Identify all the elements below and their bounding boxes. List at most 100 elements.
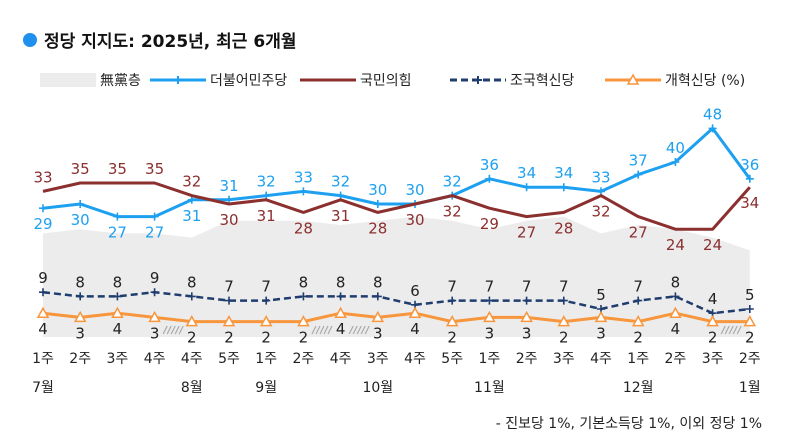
data-label: 37 bbox=[629, 152, 648, 170]
data-point bbox=[36, 306, 50, 318]
break-slash bbox=[327, 325, 333, 335]
data-label: 32 bbox=[443, 173, 462, 191]
data-label: 34 bbox=[740, 194, 759, 212]
data-label: 28 bbox=[294, 219, 313, 237]
triangle-marker-icon bbox=[626, 73, 640, 85]
data-point bbox=[559, 296, 568, 305]
data-label: 4 bbox=[113, 320, 123, 338]
data-label: 3 bbox=[373, 324, 383, 342]
data-point bbox=[259, 315, 273, 327]
data-point bbox=[594, 310, 608, 323]
data-label: 27 bbox=[145, 224, 164, 242]
data-label: 2 bbox=[559, 329, 569, 347]
data-label: 8 bbox=[299, 273, 309, 291]
data-label: 7 bbox=[485, 278, 495, 296]
data-label: 2 bbox=[745, 329, 755, 347]
data-label: 8 bbox=[336, 273, 346, 291]
data-label: 8 bbox=[113, 273, 123, 291]
break-slash bbox=[360, 325, 366, 335]
data-point bbox=[150, 288, 159, 297]
data-label: 36 bbox=[480, 156, 499, 174]
x-tick-label: 5주 bbox=[441, 351, 463, 367]
data-label: 33 bbox=[33, 168, 52, 186]
data-label: 4 bbox=[336, 320, 346, 338]
data-label: 27 bbox=[629, 224, 648, 242]
data-label: 30 bbox=[405, 181, 424, 199]
data-point bbox=[597, 187, 605, 196]
month-label: 11월 bbox=[474, 380, 505, 396]
data-label: 3 bbox=[522, 324, 532, 342]
data-label: 4 bbox=[671, 320, 681, 338]
break-slash bbox=[178, 325, 184, 335]
legend-label: 조국혁신당 bbox=[510, 73, 575, 89]
data-label: 3 bbox=[596, 324, 606, 342]
data-point bbox=[336, 191, 345, 200]
data-label: 7 bbox=[559, 278, 569, 296]
data-label: 32 bbox=[257, 173, 276, 191]
data-label: 28 bbox=[554, 219, 573, 237]
data-point bbox=[671, 158, 680, 166]
legend-item: 개혁신당 (%) bbox=[605, 73, 745, 89]
x-tick-label: 4주 bbox=[144, 351, 166, 367]
legend-label: 개혁신당 (%) bbox=[665, 73, 745, 89]
x-tick-label: 2주 bbox=[69, 351, 91, 367]
data-label: 24 bbox=[703, 236, 722, 254]
data-label: 7 bbox=[224, 278, 234, 296]
data-point bbox=[448, 296, 457, 305]
data-label: 35 bbox=[108, 160, 127, 178]
x-tick-label: 1주 bbox=[255, 351, 277, 367]
break-slash bbox=[311, 325, 317, 335]
data-point bbox=[745, 174, 754, 183]
break-slash bbox=[736, 325, 742, 335]
break-slash bbox=[356, 325, 362, 335]
data-label: 8 bbox=[671, 273, 681, 291]
data-label: 31 bbox=[331, 207, 350, 225]
x-tick-label: 3주 bbox=[367, 351, 389, 367]
data-point bbox=[708, 124, 717, 133]
x-tick-label: 3주 bbox=[553, 351, 575, 367]
break-slash bbox=[323, 325, 329, 335]
month-label: 8월 bbox=[181, 380, 203, 396]
break-slash bbox=[166, 325, 172, 335]
data-point bbox=[76, 200, 85, 208]
break-slash bbox=[352, 325, 358, 335]
break-slash bbox=[174, 325, 180, 335]
data-label: 32 bbox=[182, 173, 201, 191]
data-point bbox=[485, 174, 494, 183]
series-2: 33 35 35 35 32 30 31 28 31 28 30 32 29 27 28 32 27 24 24 34 bbox=[33, 160, 759, 254]
legend: 無黨층 더불어민주당 국민의힘 조국혁신당 개혁신당 (%) bbox=[40, 73, 745, 89]
data-label: 9 bbox=[150, 269, 160, 287]
data-point bbox=[671, 292, 680, 301]
data-label: 5 bbox=[745, 286, 755, 304]
data-label: 2 bbox=[187, 329, 197, 347]
data-point bbox=[634, 296, 643, 305]
break-slash bbox=[720, 325, 726, 335]
x-tick-label: 2주 bbox=[665, 351, 687, 367]
series-line bbox=[42, 181, 751, 231]
data-label: 31 bbox=[219, 177, 238, 195]
data-label: 8 bbox=[187, 273, 197, 291]
data-label: 27 bbox=[517, 224, 536, 242]
month-label: 1월 bbox=[739, 380, 761, 396]
data-point bbox=[408, 306, 422, 318]
x-tick-label: 2주 bbox=[516, 351, 538, 367]
legend-item: 더불어민주당 bbox=[150, 73, 287, 89]
axis-break-marks bbox=[162, 325, 184, 335]
data-point bbox=[113, 292, 122, 301]
plus-marker-icon bbox=[474, 76, 482, 84]
legend-item: 국민의힘 bbox=[300, 73, 412, 89]
break-slash bbox=[170, 325, 176, 335]
axis-break-marks bbox=[311, 325, 333, 335]
data-label: 31 bbox=[182, 207, 201, 225]
data-label: 30 bbox=[405, 211, 424, 229]
data-label: 4 bbox=[38, 320, 48, 338]
data-label: 48 bbox=[703, 105, 722, 123]
data-label: 3 bbox=[75, 324, 85, 342]
x-tick-label: 1주 bbox=[627, 351, 649, 367]
data-point bbox=[522, 296, 531, 305]
data-label: 35 bbox=[71, 160, 90, 178]
data-point bbox=[371, 310, 385, 323]
break-slash bbox=[162, 325, 168, 335]
data-label: 31 bbox=[257, 207, 276, 225]
legend-label: 無黨층 bbox=[100, 73, 141, 89]
